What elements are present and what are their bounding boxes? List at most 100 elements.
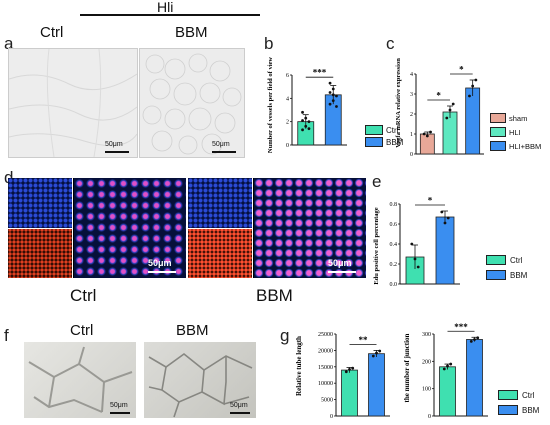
- label-ctrl-d: Ctrl: [70, 286, 97, 305]
- chart-g1-ylabel: Relative tube length: [295, 336, 303, 396]
- chart-e-point-0-1: [413, 257, 417, 261]
- legend-c-swatch-hli: [490, 127, 506, 137]
- legend-e-item-ctrl: Ctrl: [486, 255, 527, 265]
- chart-g1-ytick-label-2: 10000: [318, 381, 333, 387]
- group-bracket-line: [80, 14, 260, 16]
- chart-c-point-1-0: [445, 116, 449, 120]
- legend-b-item-bbm: BBM: [365, 137, 403, 147]
- panel-letter-e: e: [372, 172, 382, 191]
- chart-e-point-1-2: [446, 216, 450, 220]
- label-bbm-a: BBM: [175, 24, 208, 41]
- legend-c-label-hli: HLI: [509, 127, 521, 137]
- chart-g2-sig-label: ***: [454, 322, 468, 332]
- chart-g2-ytick-label-3: 300: [422, 332, 431, 338]
- legend-c-item-hli: HLI: [490, 127, 541, 137]
- legend-e-item-bbm: BBM: [486, 270, 527, 280]
- chart-e: Edu positive cell percentage 0.0 0.2 0.4 0.…: [373, 196, 460, 288]
- label-ctrl-a: Ctrl: [40, 24, 64, 41]
- chart-g1-point-0-0: [344, 370, 348, 374]
- chart-g2: the number of junction 0 100 200 300 ***: [403, 322, 488, 420]
- chart-b-point-1-4: [331, 87, 335, 91]
- legend-c-item-sham: sham: [490, 113, 541, 123]
- chart-g2-bar-bbm: [466, 339, 483, 417]
- legend-g-swatch-ctrl: [498, 390, 518, 400]
- chart-c-point-0-2: [429, 130, 432, 134]
- legend-c: sham HLI HLI+BBM: [490, 113, 541, 151]
- chart-b-point-1-3: [328, 91, 332, 94]
- fluor-merge-ctrl: [74, 178, 186, 278]
- label-bbm-d: BBM: [256, 286, 293, 305]
- chart-b-ytick-label-2: 4: [286, 96, 289, 102]
- chart-b-point-1-7: [331, 93, 335, 97]
- chart-b-point-1-0: [328, 102, 332, 106]
- legend-g-label-ctrl: Ctrl: [522, 390, 535, 400]
- chart-e-ytick-label-2: 0.4: [390, 242, 398, 248]
- chart-g2-ytick-label-1: 100: [422, 387, 431, 393]
- scale-bar-d-bbm: [328, 271, 356, 273]
- chart-g2-point-1-1: [473, 338, 476, 341]
- chart-b-point-0-5: [307, 127, 311, 131]
- scale-bar-d-ctrl: [148, 271, 176, 273]
- chart-e-sig-label: *: [428, 196, 433, 206]
- fluor-edu-inset-ctrl: [8, 228, 72, 278]
- chart-g1: Relative tube length 0 5000 10000 15000 2000…: [295, 332, 390, 420]
- fluor-dapi-inset-ctrl: [8, 178, 72, 228]
- chart-c-point-2-0: [468, 94, 471, 98]
- chart-e-point-0-2: [416, 265, 420, 269]
- chart-c-ytick-label-0: 0: [410, 152, 413, 158]
- fluorescence-image-bbm: 50μm: [188, 178, 366, 278]
- chart-b-point-1-2: [335, 94, 338, 98]
- chart-b-ylabel: Number of vessels per field of view: [267, 57, 274, 153]
- scale-text-d-bbm: 50μm: [328, 258, 352, 268]
- chart-g1-point-0-1: [348, 368, 351, 371]
- chart-c: Vegfa mRNA relative expression 0 1 2 3 4 * *: [395, 58, 484, 158]
- legend-c-label-sham: sham: [509, 113, 528, 123]
- fluor-dapi-inset-bbm: [188, 178, 252, 228]
- scale-text-f-ctrl: 50μm: [110, 402, 128, 409]
- legend-g-swatch-bbm: [498, 405, 518, 415]
- chart-g2-ylabel: the number of junction: [403, 333, 411, 402]
- legend-e-swatch-bbm: [486, 270, 506, 280]
- label-ctrl-f: Ctrl: [70, 322, 94, 339]
- chart-b-point-1-6: [328, 81, 332, 85]
- legend-b-label-ctrl: Ctrl: [386, 125, 399, 135]
- chart-c-point-2-1: [471, 84, 475, 88]
- chart-c-sig-label-0: *: [436, 91, 441, 101]
- chart-c-bar-hli: [442, 111, 458, 155]
- scale-bar-f-ctrl: [110, 412, 130, 414]
- chart-e-ytick-label-0: 0.0: [390, 282, 398, 288]
- chart-c-point-2-2: [474, 78, 478, 82]
- legend-b: Ctrl BBM: [365, 125, 403, 147]
- fluor-divider-h-bbm: [188, 228, 252, 229]
- chart-b-point-0-1: [304, 124, 308, 128]
- legend-g-item-bbm: BBM: [498, 405, 539, 415]
- chart-e-ytick-label-1: 0.2: [390, 262, 398, 268]
- chart-c-point-1-1: [448, 108, 452, 112]
- chart-g1-point-1-2: [378, 349, 382, 353]
- chart-c-ytick-label-2: 2: [410, 112, 413, 118]
- chart-g1-ytick-label-4: 20000: [318, 348, 333, 354]
- fluor-merge-bbm: [254, 178, 366, 278]
- chart-g2-point-0-0: [442, 367, 446, 371]
- chart-g1-bar-ctrl: [341, 369, 358, 417]
- scale-bar-f-bbm: [230, 412, 250, 414]
- panel-letter-b: b: [264, 34, 274, 53]
- chart-c-sig-label-1: *: [459, 65, 464, 75]
- chart-b-point-0-3: [301, 119, 304, 122]
- chart-b-point-1-5: [335, 105, 338, 108]
- chart-e-ytick-label-4: 0.8: [390, 202, 398, 208]
- legend-e-label-ctrl: Ctrl: [510, 255, 523, 265]
- panel-letter-d: d: [4, 168, 13, 188]
- chart-b-sig-label: ***: [313, 68, 327, 78]
- chart-g2-point-0-2: [449, 362, 453, 366]
- chart-g1-ytick-label-5: 25000: [318, 332, 333, 338]
- histology-texture-ctrl: [9, 49, 137, 157]
- histology-image-bbm: 50μm: [139, 48, 245, 158]
- chart-e-point-0-0: [410, 242, 414, 246]
- chart-g1-ytick-label-1: 5000: [321, 398, 333, 404]
- chart-b-ytick-label-0: 0: [286, 143, 289, 149]
- chart-e-ytick-label-3: 0.6: [390, 222, 398, 228]
- legend-b-item-ctrl: Ctrl: [365, 125, 403, 135]
- legend-g: Ctrl BBM: [498, 390, 539, 415]
- legend-e-label-bbm: BBM: [510, 270, 528, 280]
